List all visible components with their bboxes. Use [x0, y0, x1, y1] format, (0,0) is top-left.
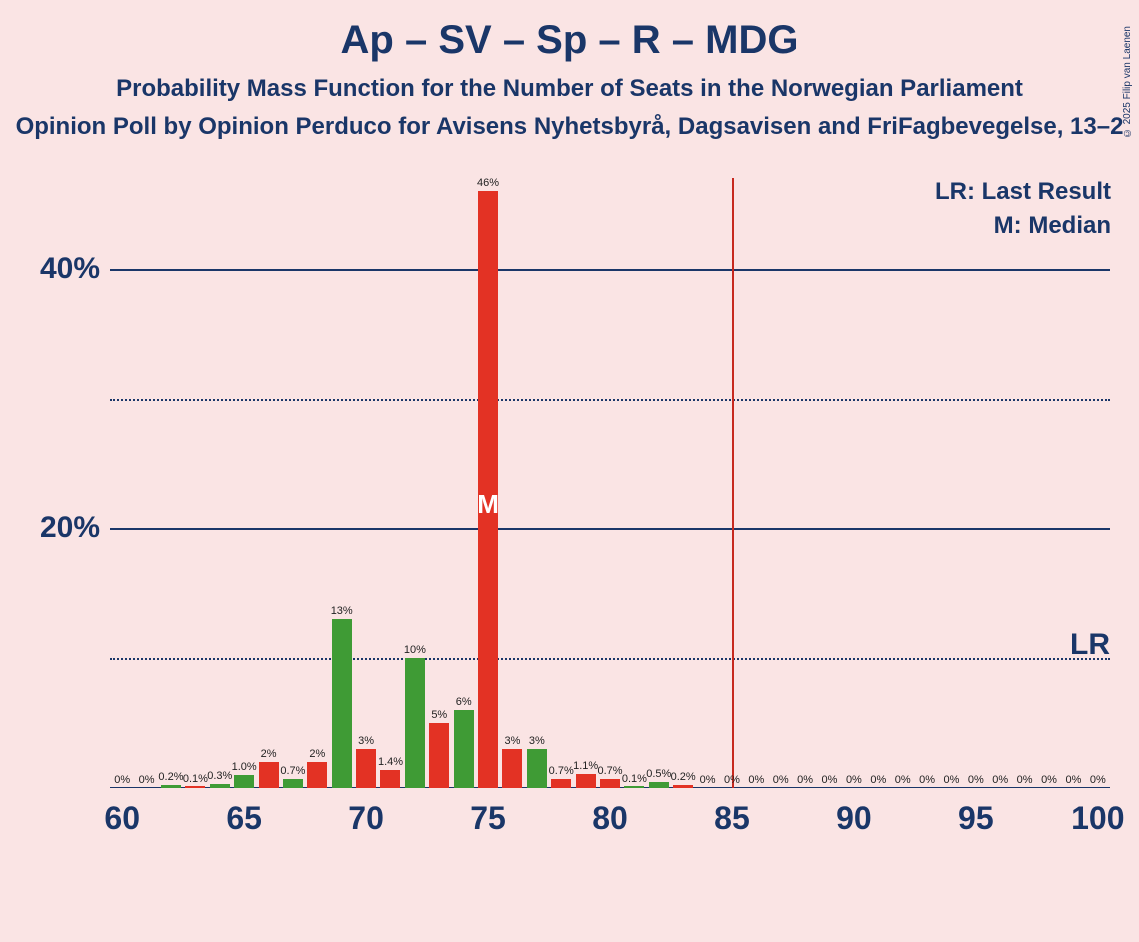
bar-value-label: 6% — [456, 696, 472, 708]
bar-value-label: 1.4% — [378, 756, 403, 768]
x-tick-label: 70 — [348, 800, 384, 837]
x-tick-label: 85 — [714, 800, 750, 837]
last-result-line — [732, 178, 734, 788]
x-tick-label: 100 — [1071, 800, 1124, 837]
bar — [600, 779, 620, 788]
bar-value-label: 0% — [992, 774, 1008, 786]
bar-value-label: 0% — [797, 774, 813, 786]
gridline — [110, 528, 1110, 530]
y-tick-label: 40% — [10, 252, 100, 286]
gridline — [110, 269, 1110, 271]
last-result-label: LR — [1070, 628, 1110, 662]
y-tick-label: 20% — [10, 511, 100, 545]
copyright-text: © 2025 Filip van Laenen — [1122, 26, 1133, 138]
bar-value-label: 0.7% — [549, 765, 574, 777]
bar-value-label: 5% — [431, 709, 447, 721]
bar — [527, 749, 547, 788]
bar-value-label: 0% — [1090, 774, 1106, 786]
gridline — [110, 399, 1110, 401]
bar-value-label: 0% — [919, 774, 935, 786]
bar-value-label: 0.1% — [622, 773, 647, 785]
bar-value-label: 2% — [309, 748, 325, 760]
bar-value-label: 10% — [404, 644, 426, 656]
bar — [429, 723, 449, 788]
bar-value-label: 0% — [748, 774, 764, 786]
bar-value-label: 0.1% — [183, 773, 208, 785]
chart-subtitle-1: Probability Mass Function for the Number… — [0, 75, 1139, 103]
bar-value-label: 0% — [114, 774, 130, 786]
bar-value-label: 0% — [1065, 774, 1081, 786]
bar-value-label: 0% — [895, 774, 911, 786]
bar — [478, 191, 498, 788]
bar-value-label: 0% — [724, 774, 740, 786]
bar — [454, 710, 474, 788]
bar-value-label: 0% — [1017, 774, 1033, 786]
bar — [259, 762, 279, 788]
chart-plot-area: 20%40%LR0%0%0.2%0.1%0.3%1.0%2%0.7%2%13%3… — [110, 178, 1110, 788]
gridline — [110, 658, 1110, 660]
bar-value-label: 2% — [261, 748, 277, 760]
bar-value-label: 0% — [700, 774, 716, 786]
x-tick-label: 95 — [958, 800, 994, 837]
bar — [673, 785, 693, 788]
x-tick-label: 90 — [836, 800, 872, 837]
bar — [380, 770, 400, 788]
bar — [502, 749, 522, 788]
bar-value-label: 0.2% — [158, 771, 183, 783]
x-tick-label: 80 — [592, 800, 628, 837]
bar — [624, 786, 644, 788]
bar — [307, 762, 327, 788]
bar — [332, 619, 352, 788]
bar-value-label: 3% — [358, 735, 374, 747]
bar-value-label: 0.5% — [646, 768, 671, 780]
bar-value-label: 0% — [773, 774, 789, 786]
bar-value-label: 0.7% — [280, 765, 305, 777]
bar — [234, 775, 254, 788]
x-tick-label: 65 — [226, 800, 262, 837]
bar-value-label: 1.0% — [232, 761, 257, 773]
bar — [405, 658, 425, 788]
bar-value-label: 0% — [822, 774, 838, 786]
bar-value-label: 3% — [529, 735, 545, 747]
bar-value-label: 0% — [139, 774, 155, 786]
bar-value-label: 13% — [331, 605, 353, 617]
bar-value-label: 0% — [870, 774, 886, 786]
bar — [356, 749, 376, 788]
bar-value-label: 0.7% — [597, 765, 622, 777]
chart-subtitle-2: Opinion Poll by Opinion Perduco for Avis… — [0, 113, 1139, 141]
x-tick-label: 75 — [470, 800, 506, 837]
bar — [551, 779, 571, 788]
bar — [161, 785, 181, 788]
bar — [649, 782, 669, 788]
bar-value-label: 0% — [968, 774, 984, 786]
bar-value-label: 0.3% — [207, 770, 232, 782]
bar-value-label: 3% — [504, 735, 520, 747]
bar-value-label: 46% — [477, 177, 499, 189]
bar-value-label: 0% — [846, 774, 862, 786]
bar-value-label: 0% — [944, 774, 960, 786]
bar-value-label: 1.1% — [573, 760, 598, 772]
x-axis-labels: 6065707580859095100 — [110, 800, 1110, 840]
bar-value-label: 0.2% — [671, 771, 696, 783]
chart-title: Ap – SV – Sp – R – MDG — [0, 18, 1139, 63]
x-tick-label: 60 — [104, 800, 140, 837]
bar — [185, 786, 205, 788]
bar — [283, 779, 303, 788]
bar — [576, 774, 596, 788]
bar — [210, 784, 230, 788]
bar-value-label: 0% — [1041, 774, 1057, 786]
